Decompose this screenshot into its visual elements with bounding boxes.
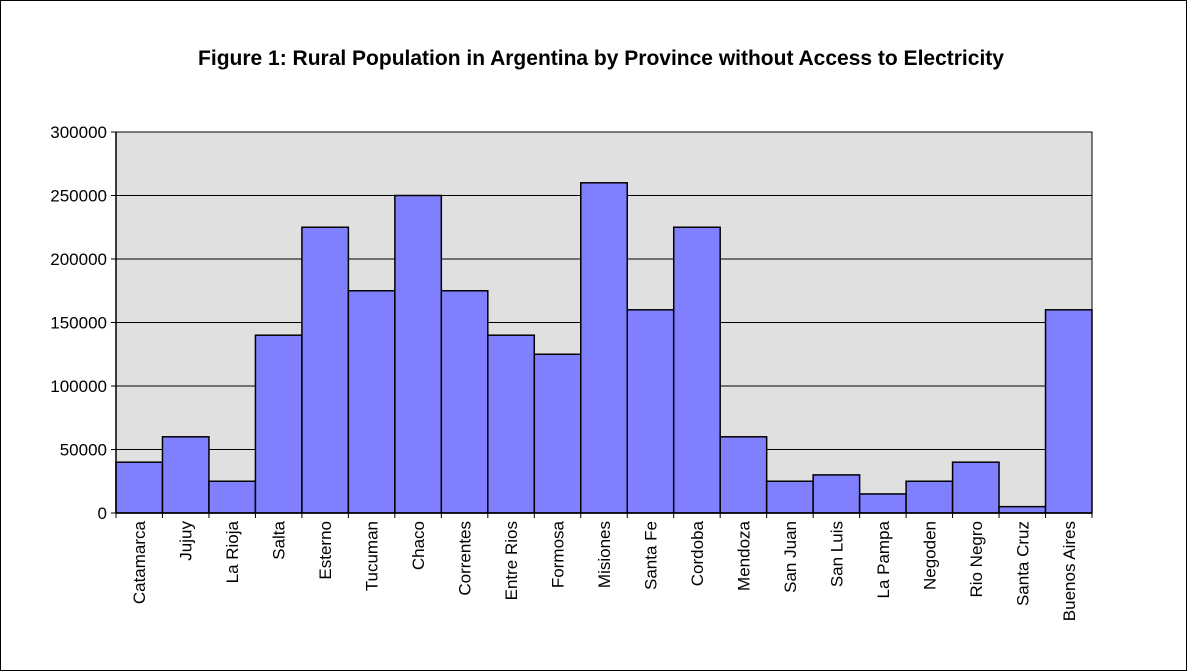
- bar: [301, 226, 350, 514]
- x-tick-label: Tucuman: [363, 521, 382, 591]
- x-tick-label: Formosa: [549, 520, 568, 588]
- bar: [1044, 309, 1093, 514]
- bar: [812, 474, 861, 514]
- bar: [858, 493, 907, 514]
- x-tick-labels: Catamarca Jujuy La Rioja Salta Esterno Tucuma…: [130, 520, 1079, 621]
- bar: [672, 226, 721, 514]
- chart-title: Figure 1: Rural Population in Argentina …: [198, 47, 1004, 70]
- bar: [347, 290, 396, 514]
- y-tick-labels: 0 50000 100000 150000 200000 250000 300000: [50, 123, 107, 523]
- bar: [719, 436, 768, 514]
- x-tick-label: Santa Cruz: [1013, 521, 1032, 606]
- bar: [533, 353, 582, 514]
- bar: [254, 334, 303, 514]
- x-tick-label: Chaco: [409, 521, 428, 570]
- bar: [580, 182, 628, 514]
- x-tick-label: Esterno: [316, 521, 335, 580]
- bar: [487, 334, 536, 514]
- x-tick-label: San Luis: [827, 521, 846, 587]
- y-tick-label: 200000: [50, 250, 107, 269]
- bar: [951, 461, 1000, 514]
- y-tick-label: 250000: [50, 187, 107, 206]
- y-tick-label: 150000: [50, 314, 107, 333]
- bar: [626, 309, 675, 514]
- axes: [111, 131, 1093, 518]
- y-tick-label: 0: [98, 504, 107, 523]
- bar: [161, 436, 210, 514]
- bar: [208, 480, 257, 514]
- x-tick-label: Salta: [270, 520, 289, 559]
- x-tick-label: Entre Rios: [502, 521, 521, 600]
- x-tick-label: Jujuy: [177, 521, 196, 561]
- x-tick-label: Rio Negro: [967, 521, 986, 598]
- x-tick-label: Cordoba: [688, 520, 707, 586]
- x-tick-label: La Rioja: [223, 520, 242, 583]
- bar: [765, 480, 814, 514]
- x-tick-label: Negoden: [920, 521, 939, 590]
- y-tick-label: 100000: [50, 377, 107, 396]
- x-tick-label: Catamarca: [130, 520, 149, 604]
- bars: [115, 182, 1093, 514]
- x-tick-label: Buenos Aires: [1060, 521, 1079, 621]
- bar: [394, 194, 443, 514]
- bar: [998, 505, 1047, 514]
- x-tick-label: La Pampa: [874, 520, 893, 598]
- y-tick-label: 50000: [60, 441, 107, 460]
- bar: [905, 480, 954, 514]
- bar: [440, 290, 489, 514]
- x-tick-label: Correntes: [456, 521, 475, 596]
- x-tick-label: San Juan: [781, 521, 800, 593]
- x-tick-label: Santa Fe: [641, 521, 660, 590]
- x-tick-label: Mendoza: [734, 520, 753, 590]
- x-tick-label: Misiones: [595, 521, 614, 588]
- y-tick-label: 300000: [50, 123, 107, 142]
- bar: [115, 461, 164, 514]
